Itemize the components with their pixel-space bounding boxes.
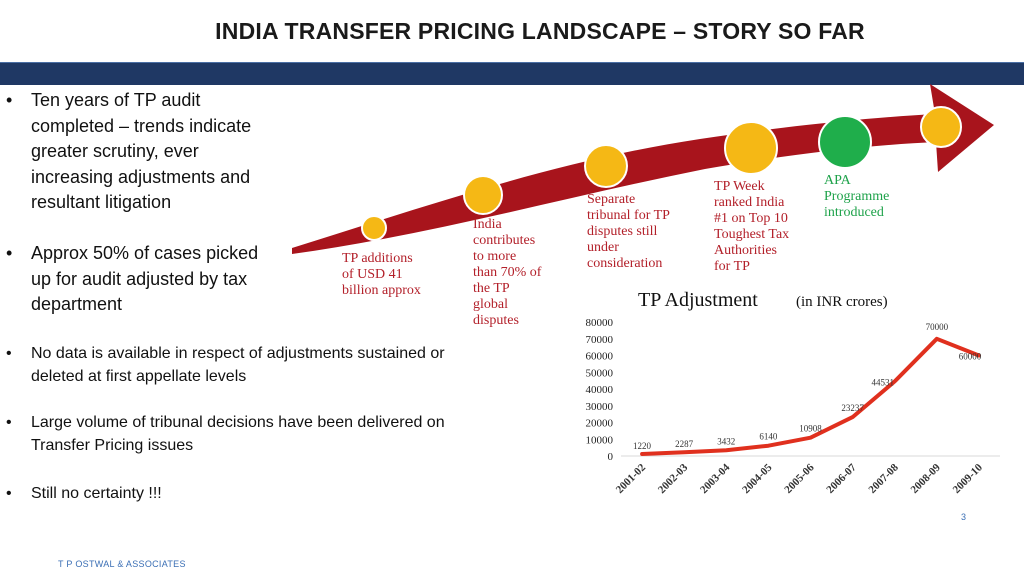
x-tick-label: 2001-02 [614, 461, 649, 496]
timeline-note: TP additions of USD 41 billion approx [342, 251, 421, 298]
bullet-item: • Still no certainty !!! [6, 481, 162, 506]
timeline-arrow-body [292, 84, 994, 254]
data-label: 70000 [926, 322, 949, 332]
chart-subtitle: (in INR crores) [796, 294, 888, 310]
chart-title: TP Adjustment [638, 289, 758, 311]
timeline-note: TP Week ranked India #1 on Top 10 Toughe… [714, 179, 790, 274]
timeline-note-highlight: APA Programme introduced [824, 173, 890, 220]
x-tick-label: 2007-08 [866, 461, 901, 496]
series-line [640, 336, 981, 456]
y-tick-label: 30000 [586, 401, 614, 413]
data-label: 60000 [959, 352, 982, 362]
x-tick-label: 2009-10 [951, 461, 986, 496]
y-tick-label: 10000 [586, 434, 614, 446]
x-tick-label: 2003-04 [698, 461, 733, 496]
bullet-text: Ten years of TP audit completed – trends… [31, 90, 252, 212]
data-label: 3432 [717, 436, 735, 446]
timeline-milestone-circle [920, 106, 962, 148]
bullet-dot: • [6, 345, 12, 362]
data-label: 1220 [633, 441, 652, 451]
bullet-item: • Large volume of tribunal decisions hav… [6, 411, 445, 457]
x-tick-label: 2002-03 [656, 461, 691, 496]
data-label: 44531 [871, 377, 894, 387]
bullet-item: • Ten years of TP audit completed – tren… [6, 88, 252, 216]
page-number: 3 [961, 512, 967, 522]
timeline-milestone-circle [463, 175, 503, 215]
bullet-dot: • [6, 485, 12, 502]
x-tick-label: 2008-09 [909, 461, 944, 496]
footer-company: T P OSTWAL & ASSOCIATES [58, 559, 186, 569]
y-tick-label: 80000 [586, 317, 614, 329]
bullet-dot: • [6, 243, 13, 263]
x-tick-label: 2004-05 [740, 461, 775, 496]
timeline-milestone-circle-highlight [818, 115, 872, 169]
bullet-dot: • [6, 90, 13, 110]
y-tick-label: 40000 [586, 384, 614, 396]
timeline-milestone-circle [724, 121, 778, 175]
bullet-text: Large volume of tribunal decisions have … [31, 414, 445, 454]
bullet-item: • No data is available in respect of adj… [6, 342, 445, 388]
data-label: 10908 [799, 424, 822, 434]
timeline-note: India contributes to more than 70% of th… [473, 217, 542, 328]
bullet-item: • Approx 50% of cases picked up for audi… [6, 241, 259, 318]
y-tick-label: 0 [608, 451, 614, 463]
x-tick-label: 2005-06 [782, 461, 817, 496]
bullet-text: Approx 50% of cases picked up for audit … [31, 243, 259, 314]
timeline-note: Separate tribunal for TP disputes still … [587, 192, 670, 271]
data-label: 6140 [759, 432, 778, 442]
bullet-text: Still no certainty !!! [31, 485, 162, 502]
page-title: INDIA TRANSFER PRICING LANDSCAPE – STORY… [215, 18, 865, 44]
y-tick-label: 50000 [586, 367, 614, 379]
y-tick-label: 70000 [586, 334, 614, 346]
bullet-dot: • [6, 414, 12, 431]
y-tick-label: 20000 [586, 418, 614, 430]
x-tick-label: 2006-07 [824, 461, 859, 496]
y-tick-label: 60000 [586, 351, 614, 363]
data-label: 23237 [841, 403, 864, 413]
bullet-text: No data is available in respect of adjus… [31, 345, 445, 385]
timeline-milestone-circle [361, 215, 387, 241]
data-label: 2287 [675, 439, 694, 449]
title-band [0, 62, 1024, 85]
timeline-milestone-circle [584, 144, 628, 188]
